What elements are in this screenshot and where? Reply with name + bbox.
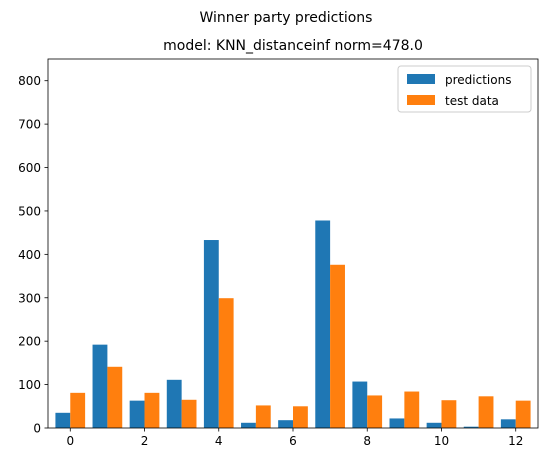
bar-predictions-10 bbox=[426, 422, 442, 428]
legend-swatch bbox=[407, 95, 435, 105]
bar-predictions-1 bbox=[92, 344, 108, 428]
y-tick-label: 300 bbox=[18, 291, 41, 305]
bar-test-data-7 bbox=[330, 264, 345, 428]
legend-label: predictions bbox=[445, 73, 511, 87]
bar-predictions-8 bbox=[352, 381, 368, 428]
bar-test-data-8 bbox=[367, 395, 383, 428]
bar-test-data-3 bbox=[181, 399, 197, 428]
bar-test-data-4 bbox=[218, 298, 234, 428]
legend-swatch bbox=[407, 74, 435, 84]
y-tick-label: 0 bbox=[33, 422, 41, 436]
bar-predictions-4 bbox=[203, 240, 219, 428]
x-tick-label: 6 bbox=[289, 434, 297, 448]
bar-predictions-12 bbox=[500, 419, 516, 428]
y-tick-label: 400 bbox=[18, 248, 41, 262]
y-tick-label: 100 bbox=[18, 378, 41, 392]
y-tick-label: 200 bbox=[18, 335, 41, 349]
bar-test-data-12 bbox=[515, 400, 531, 428]
bar-predictions-11 bbox=[463, 426, 479, 428]
bar-predictions-0 bbox=[55, 412, 71, 428]
bar-predictions-3 bbox=[166, 379, 182, 428]
y-tick-label: 800 bbox=[18, 74, 41, 88]
plot-frame bbox=[47, 58, 539, 429]
bar-predictions-6 bbox=[278, 420, 293, 428]
y-ticks: 0 100 200 300 400 500 600 700 800 bbox=[18, 74, 48, 436]
bar-predictions-2 bbox=[129, 400, 145, 428]
x-tick-label: 10 bbox=[434, 434, 449, 448]
y-tick-label: 500 bbox=[18, 204, 41, 218]
x-tick-label: 12 bbox=[508, 434, 523, 448]
chart-title: model: KNN_distanceinf norm=478.0 bbox=[163, 38, 423, 54]
bar-predictions-7 bbox=[315, 220, 331, 428]
y-tick-label: 600 bbox=[18, 161, 41, 175]
legend-label: test data bbox=[445, 94, 499, 108]
bar-test-data-0 bbox=[70, 392, 86, 428]
chart-suptitle: Winner party predictions bbox=[200, 10, 373, 26]
bar-test-data-11 bbox=[478, 396, 494, 428]
x-tick-label: 8 bbox=[363, 434, 371, 448]
bars-group bbox=[55, 220, 531, 428]
x-tick-label: 4 bbox=[215, 434, 223, 448]
bar-test-data-9 bbox=[404, 391, 420, 428]
x-tick-label: 2 bbox=[141, 434, 149, 448]
bar-test-data-6 bbox=[293, 406, 308, 428]
bar-test-data-2 bbox=[144, 392, 160, 428]
x-ticks: 0 2 4 6 8 10 12 bbox=[66, 428, 523, 448]
bar-test-data-1 bbox=[107, 366, 123, 428]
legend: predictions test data bbox=[397, 65, 532, 113]
bar-test-data-10 bbox=[441, 400, 457, 428]
bar-predictions-5 bbox=[241, 422, 256, 428]
x-tick-label: 0 bbox=[66, 434, 74, 448]
bar-predictions-9 bbox=[389, 418, 405, 428]
bar-test-data-5 bbox=[255, 405, 271, 428]
y-tick-label: 700 bbox=[18, 118, 41, 132]
